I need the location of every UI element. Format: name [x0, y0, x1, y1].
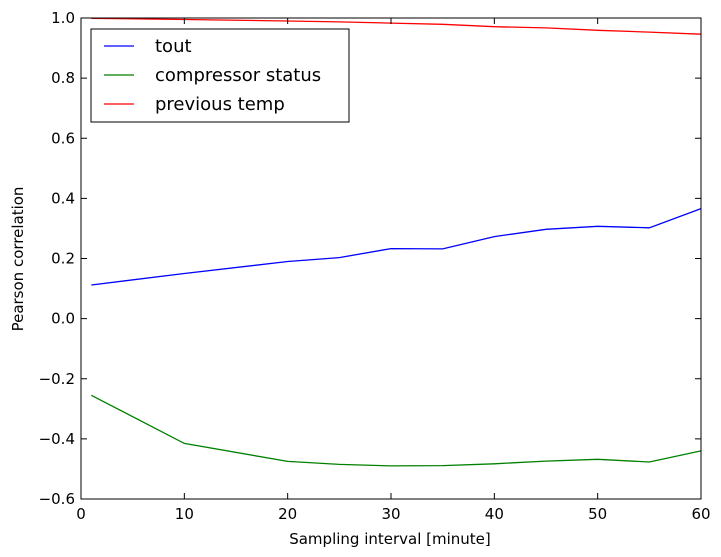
- legend: tout compressor status previous temp: [90, 28, 350, 123]
- x-tick-label: 20: [278, 505, 297, 523]
- y-tick-label: 0.8: [51, 69, 75, 87]
- x-tick-label: 0: [76, 505, 86, 523]
- x-tick-label: 40: [485, 505, 504, 523]
- x-tick-label: 10: [175, 505, 194, 523]
- y-tick-label: −0.6: [39, 490, 75, 508]
- x-tick-label: 50: [588, 505, 607, 523]
- y-tick-label: 1.0: [51, 9, 75, 27]
- y-tick-label: −0.4: [39, 430, 75, 448]
- series-line-compressor-status: [91, 394, 702, 467]
- x-axis-label: Sampling interval [minute]: [289, 530, 491, 548]
- y-tick-label: 0.6: [51, 129, 75, 147]
- series-group: [91, 17, 702, 467]
- legend-entry-label: tout: [155, 36, 192, 57]
- y-tick-label: −0.2: [39, 370, 75, 388]
- legend-entry-label: compressor status: [155, 65, 321, 86]
- series-line-previous-temp: [91, 17, 702, 35]
- y-axis-label: Pearson correlation: [9, 187, 27, 332]
- series-line-tout: [91, 207, 702, 286]
- y-tick-label: 0.2: [51, 250, 75, 268]
- y-ticks: −0.6 −0.4 −0.2 0.0 0.2 0.4 0.6 0.8 1.0: [39, 9, 701, 508]
- x-tick-label: 60: [691, 505, 710, 523]
- x-tick-label: 30: [381, 505, 400, 523]
- x-ticks: 0 10 20 30 40 50 60: [76, 18, 711, 523]
- legend-entry-label: previous temp: [155, 94, 285, 115]
- y-tick-label: 0.4: [51, 189, 75, 207]
- y-tick-label: 0.0: [51, 310, 75, 328]
